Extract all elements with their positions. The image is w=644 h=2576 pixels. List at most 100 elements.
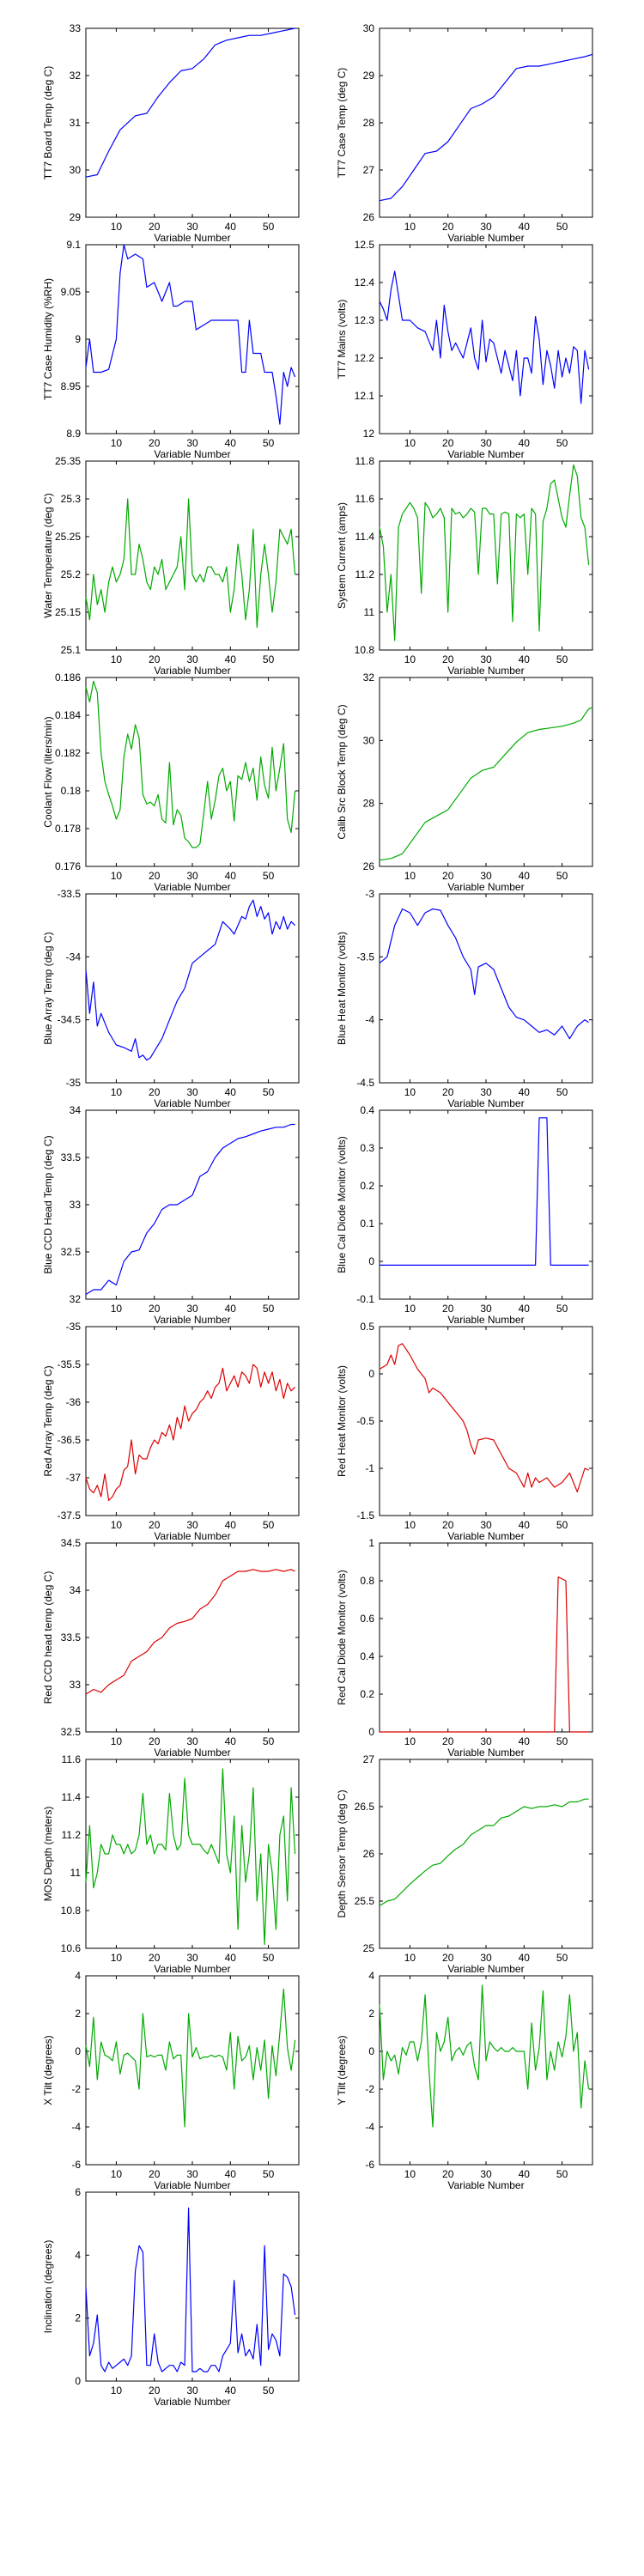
x-tick-label: 30 bbox=[186, 221, 198, 233]
y-tick-label: 11.2 bbox=[62, 1829, 82, 1841]
y-axis-label: Red Array Temp (deg C) bbox=[42, 1365, 54, 1476]
x-tick-label: 50 bbox=[263, 1519, 275, 1531]
x-tick-label: 10 bbox=[111, 1735, 123, 1747]
y-tick-label: 0.182 bbox=[55, 747, 81, 759]
x-tick-label: 20 bbox=[149, 870, 161, 882]
x-tick-label: 40 bbox=[519, 1086, 531, 1098]
y-tick-label: 25.1 bbox=[61, 644, 82, 656]
x-axis-label: Variable Number bbox=[447, 232, 524, 244]
y-tick-label: 0 bbox=[368, 1255, 374, 1267]
y-tick-label: 0.178 bbox=[55, 823, 81, 835]
y-tick-label: 12.1 bbox=[355, 390, 375, 402]
chart-panel-17: 10 20 30 40 50 10.6 10.8 11 11.2 11.4 11.6 Variable… bbox=[42, 1753, 300, 1975]
y-axis-label: Depth Sensor Temp (deg C) bbox=[336, 1789, 348, 1917]
y-tick-label: 31 bbox=[70, 117, 82, 129]
y-tick-label: 32.5 bbox=[61, 1726, 82, 1738]
x-tick-label: 40 bbox=[225, 1303, 237, 1315]
y-tick-label: -6 bbox=[365, 2159, 374, 2171]
x-tick-label: 40 bbox=[519, 653, 531, 665]
x-axis-label: Variable Number bbox=[447, 448, 524, 460]
y-tick-label: 26 bbox=[363, 1848, 375, 1860]
chart-panel-10: 10 20 30 40 50 -4.5 -4 -3.5 -3 Variable Number Blu… bbox=[336, 888, 593, 1109]
y-axis-label: Coolant Flow (liters/min) bbox=[42, 716, 54, 827]
y-tick-label: 10.6 bbox=[61, 1942, 82, 1954]
y-tick-label: 12.5 bbox=[355, 239, 375, 251]
y-axis-label: Calib Src Block Temp (deg C) bbox=[336, 704, 348, 839]
y-tick-label: -37.5 bbox=[58, 1510, 82, 1522]
y-tick-label: 1 bbox=[368, 1537, 374, 1549]
x-tick-label: 20 bbox=[442, 1086, 454, 1098]
x-tick-label: 10 bbox=[111, 1952, 123, 1964]
x-tick-label: 30 bbox=[186, 1952, 198, 1964]
plot-frame bbox=[379, 1109, 593, 1300]
y-axis-label: TT7 Case Temp (deg C) bbox=[336, 68, 348, 179]
y-tick-label: 34.5 bbox=[61, 1537, 82, 1549]
x-tick-label: 50 bbox=[263, 1086, 275, 1098]
y-tick-label: -4 bbox=[365, 2121, 374, 2133]
y-tick-label: 12.4 bbox=[355, 276, 375, 289]
y-tick-label: 8.9 bbox=[66, 428, 81, 440]
plot-frame bbox=[379, 1975, 593, 2166]
y-axis-label: Water Temperature (deg C) bbox=[42, 493, 54, 617]
x-tick-label: 40 bbox=[225, 1519, 237, 1531]
x-tick-label: 10 bbox=[404, 437, 416, 449]
chart-panel-5: 10 20 30 40 50 25.1 25.15 25.2 25.25 25.3 25.35 Var… bbox=[42, 455, 300, 677]
y-tick-label: 33.5 bbox=[61, 1631, 82, 1643]
series-line bbox=[379, 1798, 589, 1907]
x-tick-label: 10 bbox=[111, 437, 123, 449]
y-tick-label: 10.8 bbox=[61, 1905, 82, 1917]
x-tick-label: 30 bbox=[186, 1519, 198, 1531]
x-tick-label: 40 bbox=[519, 437, 531, 449]
plot-frame bbox=[85, 27, 300, 218]
y-tick-label: 25.15 bbox=[55, 606, 81, 618]
x-tick-label: 30 bbox=[186, 1086, 198, 1098]
y-axis-label: Inclination (degrees) bbox=[42, 2240, 54, 2334]
plot-frame bbox=[85, 1109, 300, 1300]
y-tick-label: 11.6 bbox=[355, 493, 375, 505]
y-tick-label: 0.184 bbox=[55, 709, 81, 721]
x-tick-label: 10 bbox=[111, 1303, 123, 1315]
y-tick-label: 27 bbox=[363, 164, 375, 176]
x-axis-label: Variable Number bbox=[447, 1314, 524, 1326]
x-tick-label: 40 bbox=[225, 1735, 237, 1747]
y-tick-label: 25.5 bbox=[355, 1895, 375, 1907]
y-axis-label: Red Heat Monitor (volts) bbox=[336, 1365, 348, 1477]
y-tick-label: 32 bbox=[70, 1293, 82, 1305]
y-axis-label: Red Cal Diode Monitor (volts) bbox=[336, 1570, 348, 1704]
x-tick-label: 10 bbox=[111, 2385, 123, 2397]
y-tick-label: 9.05 bbox=[61, 286, 82, 298]
y-tick-label: -35 bbox=[66, 1077, 82, 1089]
y-tick-label: 0.176 bbox=[55, 860, 81, 872]
x-tick-label: 40 bbox=[225, 437, 237, 449]
y-tick-label: 32 bbox=[70, 70, 82, 82]
y-tick-label: 4 bbox=[75, 2249, 81, 2261]
y-tick-label: 30 bbox=[363, 22, 375, 34]
x-tick-label: 20 bbox=[442, 2168, 454, 2180]
series-line bbox=[85, 680, 296, 848]
chart-panel-7: 10 20 30 40 50 0.176 0.178 0.18 0.182 0.184 0.186 V… bbox=[42, 671, 300, 893]
x-tick-label: 50 bbox=[556, 1519, 568, 1531]
x-tick-label: 30 bbox=[480, 2168, 492, 2180]
chart-panel-12: 10 20 30 40 50 -0.1 0 0.1 0.2 0.3 0.4 Variable Numb… bbox=[336, 1104, 593, 1326]
y-tick-label: 0.18 bbox=[61, 785, 82, 797]
x-tick-label: 20 bbox=[149, 1303, 161, 1315]
y-tick-label: 0.2 bbox=[360, 1688, 374, 1700]
x-tick-label: 30 bbox=[480, 1086, 492, 1098]
x-axis-label: Variable Number bbox=[154, 665, 230, 677]
x-tick-label: 20 bbox=[149, 221, 161, 233]
x-tick-label: 10 bbox=[404, 1519, 416, 1531]
y-axis-label: X Tilt (degrees) bbox=[42, 2035, 54, 2105]
y-tick-label: 0.6 bbox=[360, 1613, 374, 1625]
y-tick-label: 9 bbox=[75, 333, 81, 345]
y-tick-label: 2 bbox=[368, 2008, 374, 2020]
y-tick-label: 30 bbox=[70, 164, 82, 176]
x-tick-label: 50 bbox=[263, 437, 275, 449]
y-axis-label: Blue CCD Head Temp (deg C) bbox=[42, 1135, 54, 1273]
x-tick-label: 40 bbox=[519, 221, 531, 233]
y-tick-label: -36.5 bbox=[58, 1434, 82, 1446]
chart-panel-1: 10 20 30 40 50 29 30 31 32 33 Variable Number TT7 B… bbox=[42, 22, 300, 244]
series-line bbox=[85, 1569, 295, 1695]
y-axis-label: Y Tilt (degrees) bbox=[336, 2035, 348, 2105]
x-tick-label: 30 bbox=[480, 653, 492, 665]
